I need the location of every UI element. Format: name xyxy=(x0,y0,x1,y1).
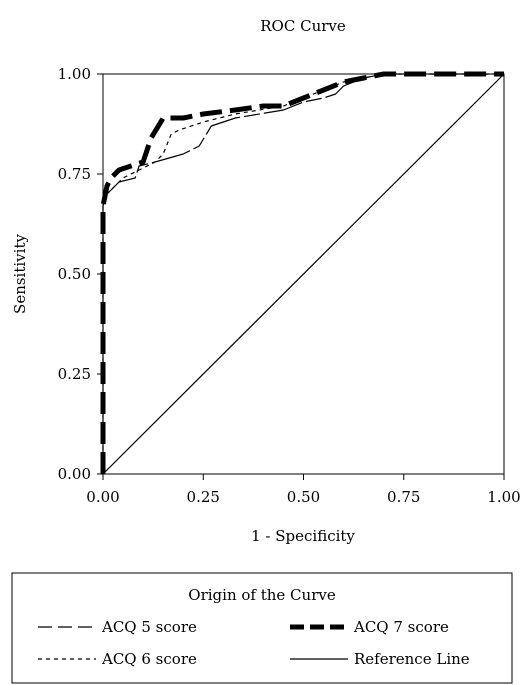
y-axis: 0.00 0.25 0.50 0.75 1.00 xyxy=(58,65,103,483)
legend-label-acq-7-score: ACQ 7 score xyxy=(353,618,449,636)
chart-title: ROC Curve xyxy=(260,17,346,35)
x-tick-label: 0.00 xyxy=(86,488,119,506)
legend-label-reference-line: Reference Line xyxy=(354,650,470,668)
legend-label-acq-6-score: ACQ 6 score xyxy=(101,650,197,668)
y-tick-label: 0.50 xyxy=(58,265,91,283)
x-tick-label: 0.50 xyxy=(287,488,320,506)
series-layer xyxy=(100,71,505,475)
y-tick-label: 0.00 xyxy=(58,465,91,483)
y-tick-label: 0.75 xyxy=(58,165,91,183)
series-line-acq-7-score xyxy=(100,71,504,474)
legend-title: Origin of the Curve xyxy=(188,586,336,604)
legend-box xyxy=(11,572,513,684)
legend-items: ACQ 5 score ACQ 7 score ACQ 6 score Referen… xyxy=(38,618,470,668)
y-tick-label: 0.25 xyxy=(58,365,91,383)
y-axis-label: Sensitivity xyxy=(11,234,29,314)
y-tick-label: 1.00 xyxy=(58,65,91,83)
x-tick-label: 0.75 xyxy=(387,488,420,506)
legend-label-acq-5-score: ACQ 5 score xyxy=(101,618,197,636)
legend: Origin of the Curve ACQ 5 score ACQ 7 sco… xyxy=(11,572,513,684)
x-tick-label: 0.25 xyxy=(187,488,220,506)
x-tick-label: 1.00 xyxy=(487,488,520,506)
x-axis-label: 1 - Specificity xyxy=(251,527,355,545)
x-axis: 0.00 0.25 0.50 0.75 1.00 xyxy=(86,474,521,506)
series-line-reference-line xyxy=(102,73,505,475)
